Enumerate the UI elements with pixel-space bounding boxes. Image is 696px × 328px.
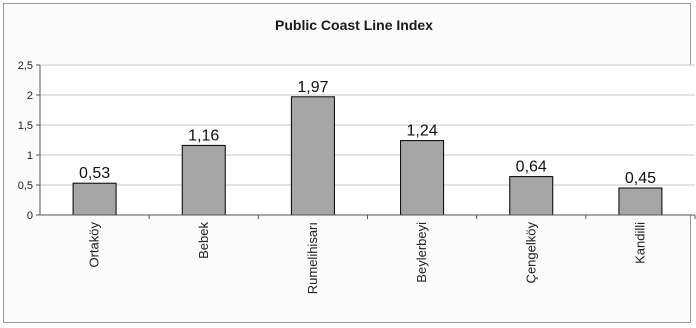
gridlines — [40, 64, 695, 186]
plot-area — [40, 65, 695, 215]
y-tick-label: 2,5 — [18, 60, 33, 72]
bar — [290, 96, 335, 216]
data-label: 1,24 — [407, 123, 438, 140]
x-tick-label: Ortaköy — [87, 222, 102, 268]
x-tick-label: Çengelköy — [523, 222, 538, 284]
data-label: 1,16 — [188, 127, 219, 144]
data-label: 0,45 — [625, 170, 656, 187]
data-label: 0,64 — [516, 159, 547, 176]
x-tick-label: Beylerbeyi — [414, 222, 429, 283]
y-tick-label: 1,5 — [18, 120, 33, 132]
bar — [618, 187, 663, 216]
x-tick-label: Kandilli — [632, 222, 647, 264]
bars — [72, 96, 663, 216]
y-tick-label: 0,5 — [18, 180, 33, 192]
x-axis-ticks: Ortaköy Bebek Rumelihisarı Beylerbeyi Çengel… — [87, 215, 696, 294]
x-tick-label: Bebek — [196, 222, 211, 259]
x-tick-label: Rumelihisarı — [305, 222, 320, 294]
bar — [181, 144, 226, 216]
y-axis-ticks: 0 0,5 1 1,5 2 2,5 — [18, 60, 40, 222]
chart-title: Public Coast Line Index — [275, 17, 433, 33]
bar — [509, 176, 554, 216]
bar — [400, 140, 445, 216]
y-tick-label: 0 — [27, 210, 33, 222]
data-label: 0,53 — [79, 165, 110, 182]
bar — [72, 182, 117, 216]
data-label: 1,97 — [297, 79, 328, 96]
data-labels: 0,53 1,16 1,97 1,24 0,64 0,45 — [79, 79, 656, 187]
y-tick-label: 2 — [27, 90, 33, 102]
y-tick-label: 1 — [27, 150, 33, 162]
